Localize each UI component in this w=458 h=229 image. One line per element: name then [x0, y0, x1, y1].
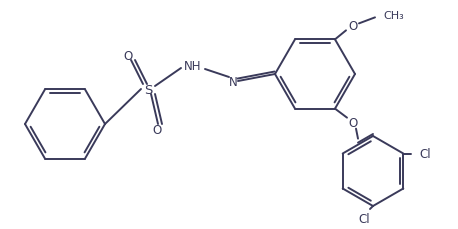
Text: S: S: [144, 83, 152, 96]
Text: CH₃: CH₃: [383, 11, 404, 21]
Text: Cl: Cl: [420, 147, 431, 160]
Text: O: O: [153, 123, 162, 136]
Text: O: O: [123, 50, 133, 63]
Text: O: O: [349, 117, 358, 130]
Text: NH: NH: [184, 60, 202, 73]
Text: N: N: [229, 75, 237, 88]
Text: Cl: Cl: [358, 213, 370, 226]
Text: O: O: [349, 20, 358, 33]
